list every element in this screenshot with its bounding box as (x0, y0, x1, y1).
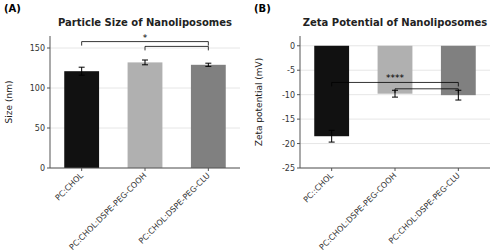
x-tick (458, 168, 459, 171)
x-tick (331, 168, 332, 171)
x-tick (208, 168, 209, 171)
error-bar (205, 63, 211, 66)
error-cap (455, 100, 461, 101)
significance-bracket (395, 89, 458, 93)
bars (314, 46, 476, 142)
y-tick-label: 0 (40, 164, 45, 173)
y-tick-label: 150 (30, 44, 45, 53)
y-tick-label: -20 (282, 140, 295, 149)
error-cap (142, 60, 148, 61)
x-tick-label: PC:CHOL:DSPE-PEG-CLU (387, 171, 462, 246)
bar (441, 46, 476, 95)
error-cap (329, 130, 335, 131)
significance-label: * (143, 33, 148, 43)
bar (191, 65, 226, 168)
error-bar (142, 60, 148, 65)
error-cap (205, 63, 211, 64)
y-tick-label: -10 (282, 91, 295, 100)
y-tick-label: -15 (282, 115, 295, 124)
grid-line (300, 143, 490, 144)
bar (128, 62, 163, 168)
y-tick-label: -25 (282, 164, 295, 173)
x-tick (145, 168, 146, 171)
panel-label: (B) (254, 3, 271, 14)
title: Particle Size of Nanoliposomes (58, 17, 232, 28)
y-tick-label: 50 (35, 124, 45, 133)
significance-label: **** (386, 73, 405, 83)
bars (64, 60, 226, 168)
y-tick-label: -5 (287, 66, 295, 75)
x-tick-label: PC:CHOL:DSPE-PEG-COOH (68, 171, 149, 250)
error-line (331, 130, 332, 142)
x-tick-label: PC:CHOL (54, 171, 86, 203)
x-tick (81, 168, 82, 171)
error-bar (329, 130, 335, 142)
panel: Particle Size of Nanoliposomes Size (nm) 0… (4, 3, 240, 250)
error-bar (79, 67, 85, 75)
chart: Particle Size of Nanoliposomes Size (nm) 0… (0, 0, 500, 250)
error-cap (205, 66, 211, 67)
y-tick-label: 100 (30, 84, 45, 93)
x-tick-label: PC:CHOL:DSPE-PEG-COOH (318, 171, 399, 250)
error-line (81, 67, 82, 75)
y-tick-label: 0 (290, 42, 295, 51)
error-cap (79, 67, 85, 68)
y-axis (50, 36, 51, 168)
title: Zeta Potential of Nanoliposomes (303, 17, 488, 28)
bar (64, 71, 99, 168)
error-cap (142, 64, 148, 65)
error-line (145, 60, 146, 65)
x-tick (395, 168, 396, 171)
error-cap (392, 97, 398, 98)
y-label: Zeta potential (mV) (254, 58, 264, 146)
panel: Zeta Potential of Nanoliposomes Zeta pote… (254, 3, 490, 250)
y-label: Size (nm) (4, 81, 14, 124)
bar (378, 46, 413, 94)
panel-label: (A) (4, 3, 21, 14)
x-tick-label: PC:CHOL:DSPE-PEG-CLU (137, 171, 212, 246)
y-axis (300, 36, 301, 168)
error-cap (79, 75, 85, 76)
x-tick-label: PC::CHOL (302, 171, 336, 205)
bar (314, 46, 349, 136)
significance-bracket (145, 46, 208, 50)
error-cap (329, 142, 335, 143)
